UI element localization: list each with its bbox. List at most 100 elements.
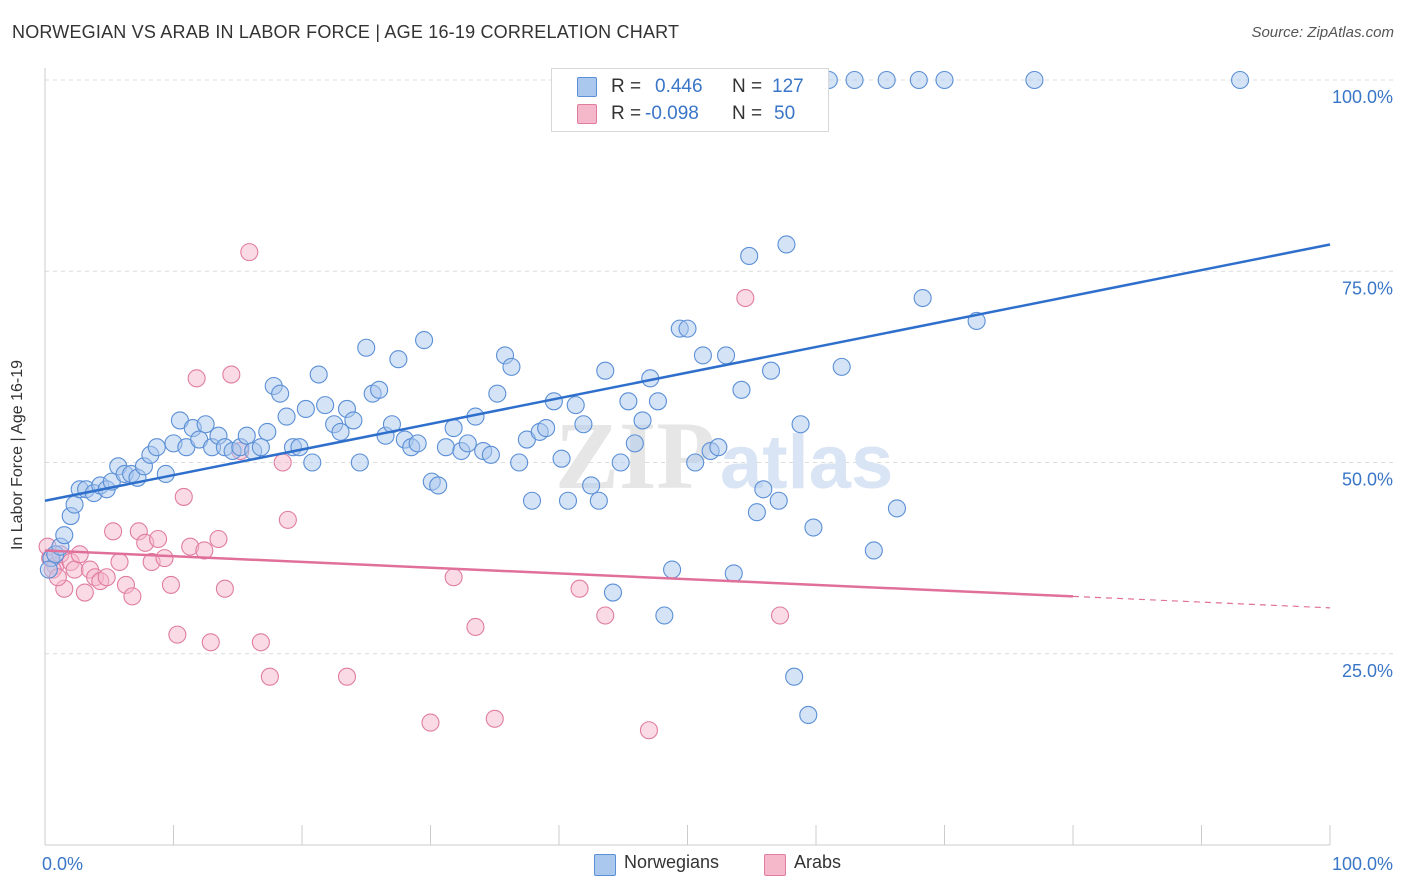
norwegian-point (1025, 70, 1044, 90)
norwegian-point (611, 453, 630, 472)
arab-point (639, 721, 659, 740)
legend-n-label: N = (732, 76, 763, 97)
norwegian-point (389, 350, 408, 369)
arab-point (251, 633, 270, 652)
arab-point (209, 529, 228, 549)
arab-point (110, 552, 129, 572)
norwegian-point (156, 464, 175, 484)
norwegian-point (370, 380, 389, 399)
norwegian-point (589, 491, 608, 510)
norwegian-point (436, 438, 455, 457)
norwegian-point (258, 422, 277, 441)
norwegian-point (887, 499, 907, 518)
arab-point (337, 667, 357, 686)
norwegian-point (415, 331, 434, 350)
norwegian-point (1231, 70, 1250, 90)
arab-point (75, 583, 94, 602)
norwegian-point (877, 70, 896, 90)
arab-trend-line (44, 549, 1074, 598)
y-tick-label: 50.0% (1342, 470, 1393, 490)
norwegian-point (296, 399, 315, 419)
tick-labels: 100.0% 75.0% 50.0% 25.0% 0.0% 100.0% (42, 87, 1393, 874)
y-tick-label: 75.0% (1342, 278, 1393, 298)
legend-r-value: 0.446 (655, 76, 703, 97)
legend-r-value: -0.098 (645, 103, 699, 124)
axes (44, 68, 1331, 846)
norwegian-point (678, 319, 697, 338)
arab-point (421, 713, 440, 732)
arab-point (596, 606, 615, 625)
arab-point (161, 575, 180, 594)
norwegian-point (277, 407, 296, 426)
norwegian-point (331, 422, 350, 441)
arab-point (104, 522, 123, 541)
norwegian-point (724, 564, 743, 583)
arab-point (174, 487, 193, 506)
legend-n-value: 50 (774, 103, 796, 124)
legend-r-label: R = (611, 76, 642, 97)
arab-point (65, 560, 84, 579)
norwegian-point (271, 384, 290, 403)
norwegian-point (237, 426, 256, 445)
norwegian-point (537, 419, 556, 438)
arab-trend-line-extension (1072, 595, 1331, 609)
norwegian-point (147, 438, 166, 457)
legend-swatch-pink (577, 104, 597, 124)
norwegian-point (65, 495, 84, 514)
norwegian-point (832, 357, 851, 376)
arab-point (273, 453, 292, 472)
y-tick-label: 100.0% (1332, 87, 1393, 107)
norwegian-point (510, 453, 529, 472)
trend-lines (44, 243, 1331, 609)
arab-point (260, 667, 279, 686)
x-tick-label: 100.0% (1332, 854, 1393, 874)
norwegian-point (619, 392, 638, 411)
source-label: Source: ZipAtlas.com (1251, 24, 1394, 41)
norwegian-point (686, 453, 705, 472)
norwegian-point (909, 70, 928, 90)
norwegian-point (769, 491, 788, 510)
arab-point (240, 243, 259, 262)
arab-point (485, 709, 504, 728)
arab-point (97, 568, 116, 587)
arab-point (770, 606, 790, 625)
norwegian-point (444, 419, 463, 438)
norwegian-point (747, 503, 766, 522)
norwegian-point (502, 357, 521, 376)
arab-point (278, 510, 297, 529)
norwegian-point (481, 445, 500, 464)
norwegian-point (864, 541, 883, 560)
arab-point (123, 587, 142, 606)
legend-swatch-blue (594, 854, 616, 876)
arab-point (222, 365, 241, 384)
arab-point (187, 369, 206, 388)
norwegian-point (552, 449, 571, 468)
arab-point (736, 288, 755, 308)
arab-point (570, 579, 589, 598)
arab-point (195, 541, 214, 560)
norwegian-trend-line (44, 243, 1331, 502)
norwegian-point (633, 411, 652, 430)
norwegian-point (709, 438, 728, 457)
norwegian-point (913, 288, 932, 308)
y-axis-label: In Labor Force | Age 16-19 (9, 359, 26, 551)
norwegian-point (574, 415, 593, 434)
legend-r-label: R = (611, 103, 642, 124)
norwegian-point (558, 491, 578, 510)
norwegian-point (488, 384, 507, 403)
norwegian-point (603, 583, 623, 602)
norwegian-point (408, 434, 427, 453)
norwegian-point (655, 606, 674, 625)
norwegian-point (625, 434, 644, 453)
norwegian-point (55, 526, 74, 545)
legend-n-value: 127 (772, 76, 804, 97)
norwegian-point (799, 705, 818, 725)
norwegian-point (290, 438, 309, 457)
arab-point (155, 549, 174, 568)
norwegian-point (663, 560, 682, 579)
legend-n-label: N = (732, 103, 763, 124)
norwegian-point (754, 480, 773, 499)
arab-point (201, 633, 220, 652)
norwegian-point (716, 346, 736, 365)
